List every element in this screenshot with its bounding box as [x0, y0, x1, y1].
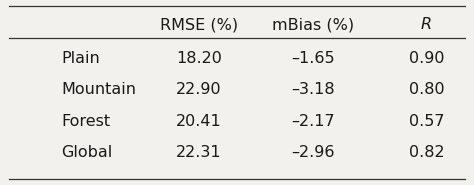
- Text: 18.20: 18.20: [176, 51, 222, 66]
- Text: 0.90: 0.90: [409, 51, 444, 66]
- Text: RMSE (%): RMSE (%): [160, 17, 238, 33]
- Text: R: R: [421, 17, 432, 33]
- Text: –2.17: –2.17: [291, 114, 335, 129]
- Text: mBias (%): mBias (%): [272, 17, 354, 33]
- Text: Forest: Forest: [62, 114, 111, 129]
- Text: 0.80: 0.80: [409, 82, 445, 97]
- Text: 0.57: 0.57: [409, 114, 444, 129]
- Text: Mountain: Mountain: [62, 82, 137, 97]
- Text: 22.31: 22.31: [176, 145, 222, 160]
- Text: –2.96: –2.96: [291, 145, 335, 160]
- Text: Plain: Plain: [62, 51, 100, 66]
- Text: 0.82: 0.82: [409, 145, 445, 160]
- Text: 20.41: 20.41: [176, 114, 222, 129]
- Text: Global: Global: [62, 145, 113, 160]
- Text: –1.65: –1.65: [291, 51, 335, 66]
- Text: 22.90: 22.90: [176, 82, 222, 97]
- Text: –3.18: –3.18: [291, 82, 335, 97]
